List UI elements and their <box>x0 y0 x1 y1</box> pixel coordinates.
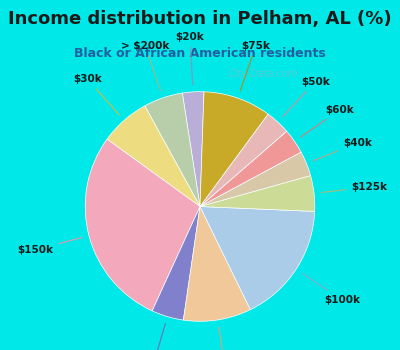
Wedge shape <box>200 131 301 206</box>
Text: $150k: $150k <box>18 238 82 255</box>
Wedge shape <box>200 206 315 310</box>
Text: $100k: $100k <box>302 273 360 304</box>
Text: > $200k: > $200k <box>121 41 170 91</box>
Text: $200k: $200k <box>208 327 244 350</box>
Text: $20k: $20k <box>176 32 204 85</box>
Wedge shape <box>200 92 268 206</box>
Wedge shape <box>145 93 200 206</box>
Text: $50k: $50k <box>283 77 330 117</box>
Text: $60k: $60k <box>300 105 354 137</box>
Wedge shape <box>85 139 200 311</box>
Wedge shape <box>200 114 287 206</box>
Wedge shape <box>152 206 200 320</box>
Text: City-Data.com: City-Data.com <box>228 70 298 79</box>
Text: $125k: $125k <box>321 182 387 192</box>
Text: $30k: $30k <box>73 74 119 115</box>
Wedge shape <box>182 92 204 206</box>
Text: $10k: $10k <box>138 324 166 350</box>
Text: $75k: $75k <box>240 41 270 91</box>
Wedge shape <box>200 176 315 211</box>
Wedge shape <box>200 152 310 206</box>
Text: Income distribution in Pelham, AL (%): Income distribution in Pelham, AL (%) <box>8 10 392 28</box>
Wedge shape <box>107 106 200 206</box>
Text: $40k: $40k <box>313 138 372 161</box>
Text: Black or African American residents: Black or African American residents <box>74 47 326 60</box>
Wedge shape <box>183 206 250 321</box>
